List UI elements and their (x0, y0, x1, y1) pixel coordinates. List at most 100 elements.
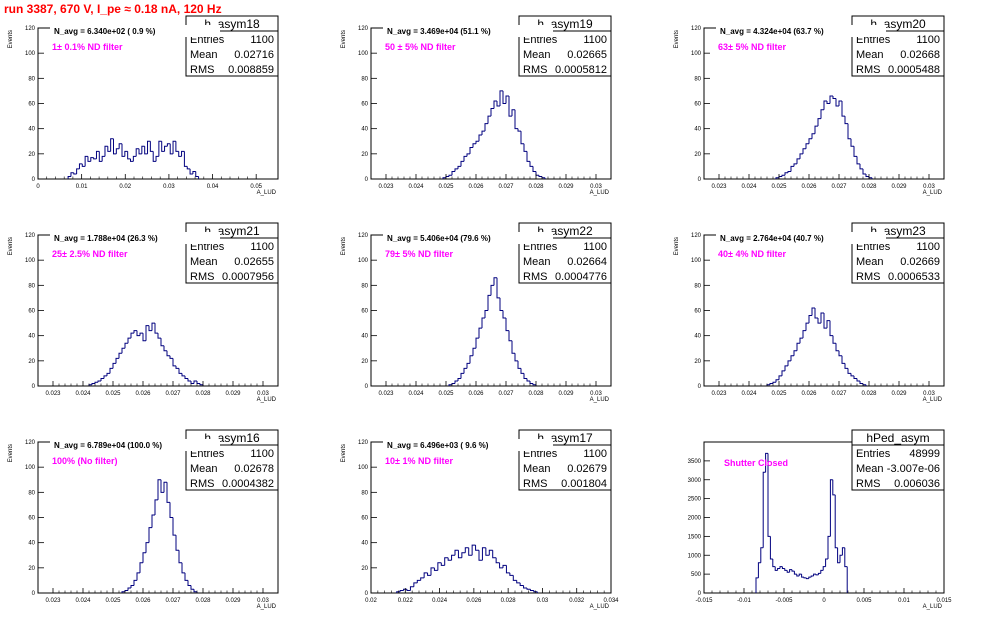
histogram-bin (781, 174, 785, 177)
x-tick-label: -0.01 (737, 598, 751, 604)
x-tick-label: 0.02 (365, 598, 377, 604)
x-tick-label: 0.04 (207, 184, 219, 190)
histogram-bin (838, 100, 842, 107)
filter-label: Shutter Closed (724, 458, 788, 468)
x-tick-label: 0.026 (801, 391, 817, 397)
y-axis-label: Events (674, 30, 680, 48)
histogram-bin (839, 554, 843, 563)
x-tick-label: 0.023 (378, 184, 394, 190)
histogram-bin (115, 357, 119, 364)
y-tick-label: 40 (28, 334, 35, 340)
histogram-bin (484, 123, 488, 132)
y-tick-label: 0 (365, 591, 369, 597)
stats-value-entries: 1100 (916, 34, 940, 46)
histogram-bin (78, 163, 83, 169)
y-tick-label: 40 (28, 127, 35, 133)
x-tick-label: 0.034 (603, 598, 619, 604)
histogram-bin (166, 482, 170, 503)
histogram-bin (104, 145, 108, 157)
n-avg-box: N_avg = 6.789e+04 (100.0 %) (50, 439, 220, 451)
histogram-bin (517, 360, 521, 369)
stats-value-mean: 0.02679 (567, 463, 607, 475)
histogram-bin (142, 552, 146, 563)
histogram-bin (118, 352, 122, 359)
histogram-bin (475, 337, 479, 349)
stats-label-rms: RMS (190, 271, 214, 283)
histogram-bin (469, 355, 473, 364)
histogram-bin (805, 577, 809, 580)
histogram-bin (472, 143, 476, 148)
histogram-bin (841, 355, 845, 364)
histogram-bin (100, 377, 104, 381)
histogram-bin (169, 355, 173, 359)
histogram-bin (93, 157, 97, 160)
histogram-bin (195, 171, 199, 177)
histogram-bin (161, 141, 165, 152)
x-tick-label: 0.025 (105, 391, 121, 397)
histogram-bin (865, 173, 869, 177)
histogram-bin (460, 160, 464, 167)
x-tick-label: 0.029 (891, 391, 907, 397)
stats-value-rms: 0.0004776 (555, 271, 607, 283)
histogram-bin (850, 373, 854, 377)
x-axis-label: A_LUD (257, 397, 277, 403)
n-avg-bg (716, 232, 886, 244)
histogram-bin (442, 177, 446, 179)
histogram-bin (478, 550, 483, 561)
histogram-bin (538, 175, 542, 177)
histogram-bin (787, 360, 791, 366)
stats-label-rms: RMS (523, 271, 547, 283)
histogram-bin (160, 338, 164, 347)
histogram-bin (73, 172, 77, 175)
histogram-bin (478, 327, 482, 339)
histogram-bin (181, 150, 185, 157)
histogram-bin (95, 150, 100, 159)
stats-value-rms: 0.008859 (228, 64, 274, 76)
histogram-bin (430, 567, 435, 576)
panel-h_asym21: 0.023 0.024 0.025 0.026 0.027 0.028 0.029 0.03 0… (8, 222, 279, 403)
histogram-bin (829, 320, 833, 337)
y-tick-label: 100 (358, 51, 369, 57)
run-title: run 3387, 670 V, I_pe ≈ 0.18 nA, 120 Hz (4, 2, 222, 16)
histogram-bin (109, 367, 113, 374)
histogram-bin (789, 569, 792, 573)
filter-label: 40± 4% ND filter (718, 249, 786, 259)
histogram-bin (166, 143, 171, 147)
histogram-bin (196, 380, 200, 384)
x-tick-label: 0.024 (408, 391, 424, 397)
histogram-bin (490, 284, 494, 296)
x-tick-label: 0.027 (831, 184, 847, 190)
y-tick-label: 0 (365, 384, 369, 390)
stats-value-mean: 0.02669 (900, 256, 940, 268)
panel-h_asym17: 0.02 0.022 0.024 0.026 0.028 0.03 0.032 0.034 0 2… (341, 429, 619, 610)
x-tick-label: 0.025 (771, 391, 787, 397)
histogram-bin (508, 95, 512, 117)
x-axis-label: A_LUD (923, 397, 943, 403)
filter-label: 10± 1% ND filter (385, 456, 453, 466)
histogram-bin (187, 378, 191, 382)
histogram-bin (529, 380, 533, 384)
histogram-bin (127, 587, 131, 591)
y-tick-label: 120 (691, 233, 702, 239)
histogram-bin (193, 589, 197, 593)
histogram-bars (775, 95, 873, 179)
histogram-bin (163, 345, 167, 352)
n-avg-box: N_avg = 3.469e+04 (51.1 %) (383, 25, 553, 37)
histogram-bars (448, 277, 537, 386)
histogram-bin (468, 547, 473, 556)
n-avg-label: N_avg = 2.764e+04 (40.7 %) (720, 234, 824, 243)
histogram-bin (112, 362, 116, 369)
stats-box: hPed_asym Entries 48999 Mean -3.007e-06 RMS 0.… (851, 429, 945, 491)
x-axis-label: A_LUD (257, 604, 277, 610)
x-tick-label: 0.024 (432, 598, 448, 604)
histogram-bin (169, 143, 174, 155)
histogram-bin (457, 377, 461, 381)
stats-value-mean: 0.02668 (900, 49, 940, 61)
stats-label-rms: RMS (856, 64, 880, 76)
x-tick-label: 0.023 (711, 184, 727, 190)
histogram-bin (175, 141, 179, 152)
y-tick-label: 80 (361, 76, 368, 82)
x-tick-label: 0.05 (250, 184, 262, 190)
x-tick-label: 0.029 (558, 391, 574, 397)
histogram-bin (135, 148, 140, 157)
